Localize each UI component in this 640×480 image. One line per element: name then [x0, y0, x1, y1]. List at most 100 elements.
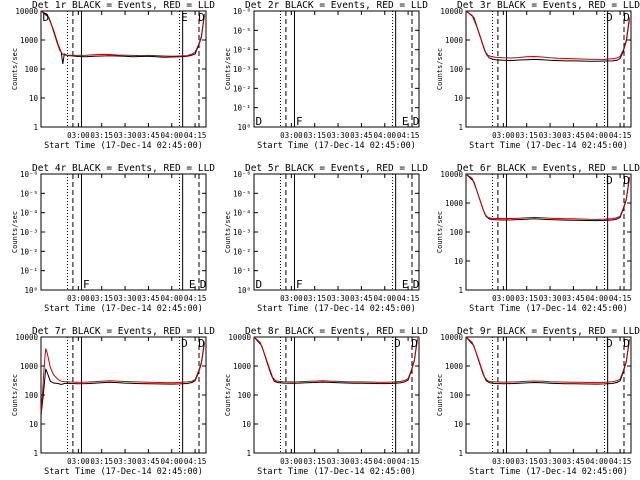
- panel-title: Det 3r BLACK = Events, RED = LLD: [457, 0, 640, 11]
- x-tick-label: 04:00: [585, 294, 608, 303]
- x-axis-label: Start Time (17-Dec-14 02:45:00): [44, 467, 203, 477]
- panel-title: Det 5r BLACK = Events, RED = LLD: [245, 163, 428, 174]
- y-tick-label: 10⁻⁴: [233, 46, 251, 55]
- x-tick-label: 03:00: [280, 457, 303, 466]
- x-axis-label: Start Time (17-Dec-14 02:45:00): [469, 141, 628, 151]
- segment-label: F: [296, 278, 303, 291]
- y-tick-label: 10: [454, 420, 464, 429]
- x-axis-label: Start Time (17-Dec-14 02:45:00): [469, 304, 628, 314]
- y-tick-label: 10: [454, 94, 464, 103]
- x-tick-label: 04:15: [609, 131, 632, 140]
- y-tick-label: 10⁻⁶: [233, 7, 251, 16]
- segment-label: D: [43, 11, 50, 24]
- y-tick-label: 10000: [440, 170, 463, 179]
- segment-label: D: [394, 337, 401, 350]
- y-tick-label: 10000: [440, 333, 463, 342]
- y-axis-label: Counts/sec: [436, 48, 444, 90]
- x-tick-label: 04:00: [373, 457, 396, 466]
- lld-series: [40, 341, 205, 413]
- y-tick-label: 10⁻¹: [233, 104, 251, 113]
- segment-label: D: [256, 278, 263, 291]
- y-tick-label: 100: [449, 228, 463, 237]
- panel-title: Det 8r BLACK = Events, RED = LLD: [245, 326, 428, 337]
- panel-title: Det 4r BLACK = Events, RED = LLD: [32, 163, 215, 174]
- y-tick-label: 10⁻⁴: [20, 209, 38, 218]
- x-tick-label: 04:15: [397, 457, 420, 466]
- x-tick-label: 04:00: [160, 131, 183, 140]
- y-tick-label: 10⁻⁵: [233, 26, 251, 35]
- x-tick-label: 03:45: [137, 131, 160, 140]
- x-tick-label: 03:30: [114, 294, 137, 303]
- x-tick-label: 03:15: [303, 294, 326, 303]
- y-tick-label: 10⁻⁴: [233, 209, 251, 218]
- panel-det-7: Det 7r BLACK = Events, RED = LLD 1 10 100 10…: [11, 326, 215, 477]
- events-series: [253, 336, 418, 385]
- x-tick-label: 04:00: [373, 131, 396, 140]
- x-tick-label: 03:30: [539, 131, 562, 140]
- panel-title: Det 6r BLACK = Events, RED = LLD: [457, 163, 640, 174]
- y-tick-label: 10: [454, 257, 464, 266]
- lld-series: [40, 10, 205, 57]
- segment-label: D: [606, 174, 613, 187]
- y-tick-label: 10⁻²: [233, 247, 251, 256]
- panel-title: Det 2r BLACK = Events, RED = LLD: [245, 0, 428, 11]
- y-tick-label: 100: [237, 391, 251, 400]
- panel-title: Det 1r BLACK = Events, RED = LLD: [32, 0, 215, 11]
- y-tick-label: 10⁻³: [233, 228, 251, 237]
- panel-title: Det 7r BLACK = Events, RED = LLD: [32, 326, 215, 337]
- segment-label: D: [181, 337, 188, 350]
- lld-series: [465, 336, 630, 384]
- segment-label: D: [413, 278, 420, 291]
- y-axis-label: Counts/sec: [11, 374, 19, 416]
- segment-label: E: [402, 278, 409, 291]
- y-tick-label: 10000: [228, 333, 251, 342]
- y-tick-label: 10⁻²: [233, 84, 251, 93]
- x-tick-label: 03:15: [90, 457, 113, 466]
- segment-label: D: [606, 11, 613, 24]
- x-tick-label: 03:45: [350, 294, 373, 303]
- x-tick-label: 03:30: [539, 457, 562, 466]
- y-axis-label: Counts/sec: [11, 211, 19, 253]
- y-tick-label: 1000: [20, 36, 39, 45]
- x-tick-label: 03:45: [350, 457, 373, 466]
- y-axis-label: Counts/sec: [11, 48, 19, 90]
- x-tick-label: 03:45: [562, 294, 585, 303]
- segment-label: E: [402, 115, 409, 128]
- x-tick-label: 04:15: [397, 131, 420, 140]
- x-tick-label: 03:00: [67, 294, 90, 303]
- x-tick-label: 03:30: [114, 457, 137, 466]
- x-tick-label: 03:15: [90, 131, 113, 140]
- y-tick-label: 10000: [15, 7, 38, 16]
- y-tick-label: 10⁰: [24, 286, 38, 295]
- y-tick-label: 1: [458, 286, 463, 295]
- plot-frame: [253, 336, 420, 454]
- x-tick-label: 03:00: [280, 294, 303, 303]
- x-tick-label: 04:00: [160, 294, 183, 303]
- segment-label: D: [198, 337, 205, 350]
- segment-label: F: [83, 278, 90, 291]
- x-tick-label: 03:45: [137, 294, 160, 303]
- y-axis-label: Counts/sec: [224, 211, 232, 253]
- segment-label: F: [296, 115, 303, 128]
- x-tick-label: 04:00: [373, 294, 396, 303]
- y-tick-label: 1000: [20, 362, 39, 371]
- x-axis-label: Start Time (17-Dec-14 02:45:00): [257, 141, 416, 151]
- plot-frame: [465, 336, 632, 454]
- y-tick-label: 10⁻⁵: [20, 189, 38, 198]
- y-tick-label: 10000: [15, 333, 38, 342]
- y-tick-label: 10⁻¹: [233, 267, 251, 276]
- panel-det-2: Det 2r BLACK = Events, RED = LLD 10⁰ 10⁻¹ 1…: [224, 0, 428, 151]
- y-tick-label: 10⁻¹: [20, 267, 38, 276]
- x-tick-label: 04:15: [609, 294, 632, 303]
- segment-label: E: [189, 278, 196, 291]
- segment-label: E: [181, 11, 188, 24]
- y-tick-label: 1000: [445, 199, 464, 208]
- plot-frame: [465, 173, 632, 291]
- x-tick-label: 03:00: [67, 457, 90, 466]
- y-axis-label: Counts/sec: [436, 374, 444, 416]
- events-series: [40, 343, 205, 416]
- x-tick-label: 03:30: [327, 457, 350, 466]
- y-tick-label: 1: [33, 123, 38, 132]
- panel-det-4: Det 4r BLACK = Events, RED = LLD 10⁰ 10⁻¹ 1…: [11, 163, 215, 314]
- events-series: [465, 336, 630, 385]
